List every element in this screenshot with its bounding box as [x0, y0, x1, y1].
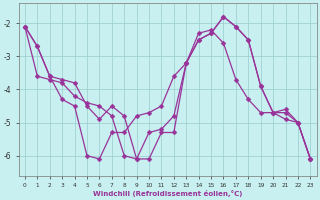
- X-axis label: Windchill (Refroidissement éolien,°C): Windchill (Refroidissement éolien,°C): [93, 190, 242, 197]
